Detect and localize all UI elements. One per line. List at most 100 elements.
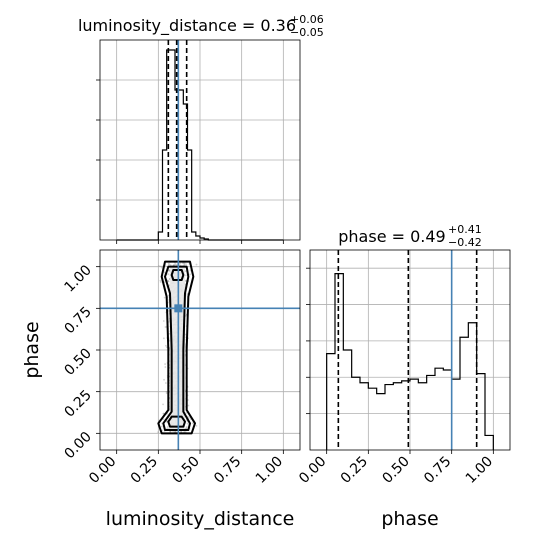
scatter-point [160,266,163,269]
x-tick-label: 0.25 [128,454,161,487]
x-tick-label: 0.25 [338,454,371,487]
panel-title: luminosity_distance = 0.36 [78,16,296,36]
x-tick-label: 0.75 [421,454,454,487]
title-plus-error: +0.06 [290,13,324,26]
scatter-point [182,262,185,265]
panel-2d-scatter: 0.00 0.25 0.50 0.75 1.00 0.000.250.500.751.0… [21,249,301,530]
y-ticks [96,79,284,244]
title-param: phase [338,227,386,246]
axes-frame [99,249,301,451]
scatter-point [187,404,190,407]
x-ticks: 0.00 0.25 0.50 0.75 1.00 [86,450,286,487]
scatter-point [195,424,198,427]
title-equals: = [237,16,261,35]
scatter-point [187,417,190,419]
title-minus-error: −0.42 [448,236,482,249]
scatter-point [185,411,188,414]
y-ticks: 0.00 0.25 0.50 0.75 1.00 [61,262,100,462]
axes-frame [99,39,301,241]
scatter-point [166,279,169,282]
x-tick-label: 1.00 [253,454,286,487]
scatter-point [167,280,170,283]
scatter-point [167,310,170,312]
scatter-point [185,427,188,429]
panel-luminosity-distance-histogram: luminosity_distance = 0.36 +0.06 −0.05 [78,13,324,244]
scatter-point [163,378,165,381]
scatter-point [163,296,166,299]
scatter-point [167,273,170,276]
contour-inner-low [167,415,186,428]
scatter-point [165,392,168,395]
x-tick-label: 0.50 [379,454,412,487]
scatter-point [184,270,187,273]
scatter-point [185,263,187,266]
title-minus-error: −0.05 [290,26,324,39]
scatter-point [184,333,187,336]
scatter-point [164,363,167,365]
title-median: 0.49 [410,227,446,246]
scatter-point [185,274,187,277]
y-tick-label: 0.75 [61,304,94,337]
scatter-point [160,425,163,428]
scatter-point [189,273,191,276]
scatter-point [179,262,182,265]
x-tick-label: 0.00 [296,454,329,487]
scatter-point [173,430,176,433]
title-equals: = [387,227,411,246]
scatter-point [165,390,168,393]
scatter-point [159,265,162,268]
x-axis-label: phase [381,508,438,530]
scatter-point [159,279,162,282]
axes-frame [309,249,511,451]
scatter-point [168,268,170,271]
scatter-point [162,418,165,421]
scatter-point [183,263,186,266]
scatter-point [195,263,198,266]
scatter-point [166,426,169,428]
scatter-point [159,281,162,284]
scatter-point [191,422,194,425]
grid [310,250,510,450]
contour-inner-high [170,269,185,281]
x-tick-label: 0.75 [211,454,244,487]
contours [157,260,196,435]
scatter-point [165,344,167,347]
grid [100,40,300,240]
y-tick-label: 1.00 [61,262,94,295]
scatter-point [184,279,187,282]
histogram [326,273,494,450]
title-param: luminosity_distance [78,16,237,36]
scatter-point [186,422,189,425]
scatter-point [174,263,177,266]
scatter-point [168,332,171,335]
scatter-point [173,264,176,266]
scatter-point [169,264,172,266]
scatter-point [162,412,165,415]
contour-middle [162,265,191,431]
scatter-point [162,403,164,406]
quantile-lines [337,250,478,450]
title-plus-error: +0.41 [448,223,482,236]
quantile-lines [167,40,188,240]
scatter-point [164,326,167,328]
scatter-point [162,320,165,322]
x-tick-label: 0.50 [169,454,202,487]
scatter-point [168,321,170,323]
y-tick-label: 0.00 [61,429,94,462]
scatter-point [164,382,167,384]
grid [100,250,300,450]
contour-outer [157,260,196,435]
y-tick-label: 0.50 [61,346,94,379]
scatter-point [163,271,166,273]
x-tick-label: 0.00 [86,454,119,487]
histogram-step [326,273,494,450]
scatter-point [185,426,188,428]
title-median: 0.36 [260,16,296,35]
y-ticks [306,267,310,415]
scatter-point [164,366,167,368]
scatter-point [165,420,168,423]
x-ticks: 0.00 0.25 0.50 0.75 1.00 [296,450,496,487]
scatter-point [168,263,171,266]
scatter-point [167,262,170,265]
